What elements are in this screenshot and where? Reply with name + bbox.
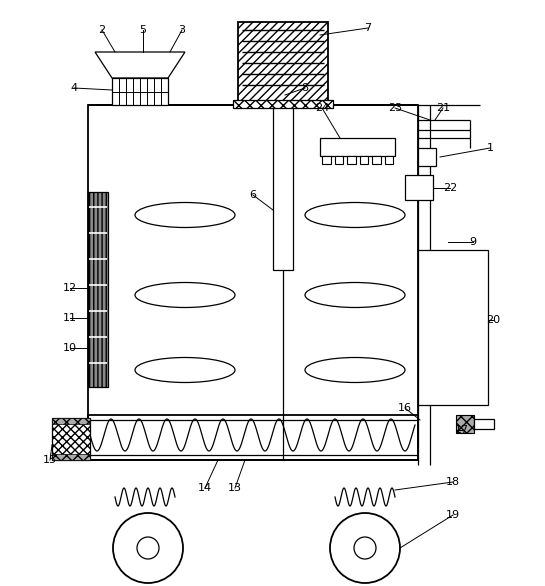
Bar [474, 419, 494, 429]
Text: 6: 6 [250, 190, 257, 200]
Ellipse shape [135, 282, 235, 308]
Text: 21: 21 [436, 103, 450, 113]
Text: 16: 16 [398, 403, 412, 413]
Text: 13: 13 [228, 483, 242, 493]
Text: 11: 11 [63, 313, 77, 323]
Bar [233, 100, 333, 108]
Text: 7: 7 [365, 23, 372, 33]
Bar [112, 78, 168, 105]
Text: 23: 23 [388, 103, 402, 113]
Bar [320, 138, 395, 156]
Text: 1: 1 [487, 143, 494, 153]
Bar [88, 415, 418, 460]
Bar [88, 192, 108, 387]
Text: 2: 2 [99, 25, 106, 35]
Bar [360, 156, 368, 164]
Bar [347, 156, 355, 164]
Text: 8: 8 [301, 83, 308, 93]
Ellipse shape [305, 357, 405, 383]
Bar [335, 156, 343, 164]
Text: 18: 18 [446, 477, 460, 487]
Text: 17: 17 [455, 425, 469, 435]
Bar [88, 105, 418, 460]
Bar [418, 148, 436, 166]
Text: 4: 4 [70, 83, 77, 93]
Ellipse shape [135, 203, 235, 227]
Ellipse shape [135, 357, 235, 383]
Text: 24: 24 [315, 103, 329, 113]
Polygon shape [95, 52, 185, 78]
Text: 12: 12 [63, 283, 77, 293]
Text: 14: 14 [198, 483, 212, 493]
Bar [238, 22, 328, 105]
Bar [405, 175, 433, 200]
Bar [52, 454, 90, 460]
Text: 19: 19 [446, 510, 460, 520]
Bar [418, 250, 488, 405]
Bar [385, 156, 393, 164]
Bar [52, 418, 90, 460]
Bar [456, 415, 474, 433]
Bar [372, 156, 380, 164]
Ellipse shape [305, 203, 405, 227]
Text: 9: 9 [469, 237, 476, 247]
Bar [273, 105, 293, 270]
Text: 20: 20 [486, 315, 500, 325]
Text: 5: 5 [140, 25, 147, 35]
Text: 3: 3 [179, 25, 185, 35]
Bar [322, 156, 330, 164]
Text: 22: 22 [443, 183, 457, 193]
Text: 10: 10 [63, 343, 77, 353]
Text: 15: 15 [43, 455, 57, 465]
Bar [52, 418, 90, 424]
Ellipse shape [305, 282, 405, 308]
